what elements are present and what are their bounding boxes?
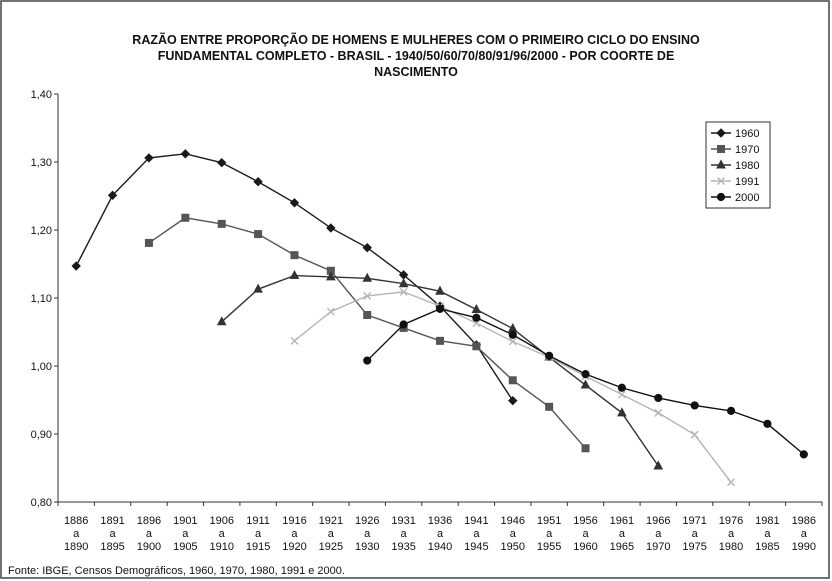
data-point	[144, 153, 154, 163]
data-point	[398, 278, 409, 288]
data-point	[253, 177, 263, 187]
data-point	[508, 337, 517, 346]
x-tick-label: 1936 a 1940	[428, 515, 452, 553]
x-tick-label: 1906 a 1910	[209, 515, 233, 553]
y-tick-label: 1,40	[31, 89, 52, 101]
data-point	[654, 408, 663, 417]
data-point	[545, 402, 554, 411]
x-tick-label: 1901 a 1905	[173, 515, 197, 553]
data-point	[617, 407, 627, 417]
source-note: Fonte: IBGE, Censos Demográficos, 1960, …	[8, 565, 345, 577]
legend-label: 2000	[735, 192, 759, 204]
x-tick-label: 1886 a 1890	[64, 515, 88, 553]
data-point	[71, 261, 81, 271]
chart-title: FUNDAMENTAL COMPLETO - BRASIL - 1940/50/…	[158, 49, 675, 63]
x-tick-label: 1891 a 1895	[100, 515, 124, 553]
data-point	[362, 272, 373, 282]
data-point	[471, 303, 482, 314]
data-point	[508, 376, 517, 385]
data-point	[653, 460, 664, 470]
x-tick-label: 1941 a 1945	[464, 515, 488, 553]
x-tick-label: 1911 a 1915	[246, 515, 270, 553]
data-point	[654, 393, 663, 403]
data-point	[726, 406, 736, 415]
chart-title: RAZÃO ENTRE PROPORÇÃO DE HOMENS E MULHER…	[132, 32, 700, 47]
legend-marker	[716, 159, 726, 169]
data-point	[617, 383, 627, 392]
data-point	[217, 157, 227, 168]
data-point	[290, 336, 299, 345]
data-point	[799, 450, 808, 459]
y-tick-label: 1,00	[31, 361, 52, 373]
data-point	[326, 223, 336, 233]
x-tick-label: 1971 a 1975	[682, 515, 706, 553]
data-point	[545, 351, 554, 360]
legend-label: 1960	[735, 128, 759, 140]
legend-marker	[717, 145, 725, 153]
data-point	[362, 242, 372, 253]
data-point	[472, 313, 481, 322]
data-point	[399, 287, 408, 296]
data-point	[617, 390, 626, 399]
data-point	[580, 379, 591, 389]
data-point	[508, 395, 518, 406]
x-tick-label: 1981 a 1985	[755, 515, 779, 553]
data-point	[217, 219, 226, 228]
x-tick-label: 1931 a 1935	[391, 515, 415, 553]
data-point	[289, 198, 300, 208]
data-point	[216, 316, 227, 326]
x-tick-label: 1966 a 1970	[646, 515, 670, 553]
data-point	[436, 336, 444, 345]
data-point	[144, 238, 153, 247]
data-point	[763, 419, 772, 428]
x-tick-label: 1951 a 1955	[537, 515, 561, 553]
legend-marker	[716, 192, 726, 202]
legend-label: 1991	[735, 176, 759, 188]
legend-label: 1980	[735, 160, 759, 172]
x-tick-label: 1916 a 1920	[282, 515, 306, 553]
x-tick-label: 1926 a 1930	[355, 515, 379, 553]
data-point	[435, 285, 445, 295]
data-point	[727, 478, 736, 487]
x-tick-label: 1976 a 1980	[719, 515, 743, 553]
data-point	[690, 401, 699, 410]
x-tick-label: 1946 a 1950	[501, 515, 525, 553]
data-point	[363, 311, 372, 319]
x-tick-label: 1921 a 1925	[319, 515, 343, 553]
data-point	[581, 444, 590, 453]
y-tick-label: 1,30	[31, 157, 52, 169]
data-point	[253, 283, 263, 293]
data-point	[363, 356, 372, 365]
x-tick-label: 1961 a 1965	[610, 515, 634, 553]
data-point	[435, 304, 445, 313]
data-point	[326, 307, 335, 316]
y-tick-label: 0,90	[31, 429, 52, 441]
data-point	[690, 430, 699, 439]
data-point	[472, 342, 481, 351]
data-point	[399, 320, 408, 329]
data-point	[181, 213, 190, 222]
data-point	[581, 370, 590, 379]
y-tick-label: 0,80	[31, 497, 52, 509]
legend-label: 1970	[735, 144, 759, 156]
chart-title: NASCIMENTO	[374, 65, 458, 79]
y-tick-label: 1,20	[31, 225, 52, 237]
data-point	[363, 291, 372, 300]
data-point	[290, 251, 299, 260]
legend-marker	[717, 177, 725, 185]
legend-marker	[716, 128, 726, 138]
x-tick-label: 1956 a 1960	[573, 515, 597, 553]
data-point	[180, 149, 191, 159]
data-point	[508, 330, 517, 339]
data-point	[289, 269, 300, 280]
data-point	[254, 230, 263, 239]
data-point	[107, 190, 118, 201]
x-tick-label: 1986 a 1990	[792, 515, 816, 553]
x-tick-label: 1896 a 1900	[137, 515, 161, 553]
y-tick-label: 1,10	[31, 293, 52, 305]
data-point	[326, 271, 336, 281]
